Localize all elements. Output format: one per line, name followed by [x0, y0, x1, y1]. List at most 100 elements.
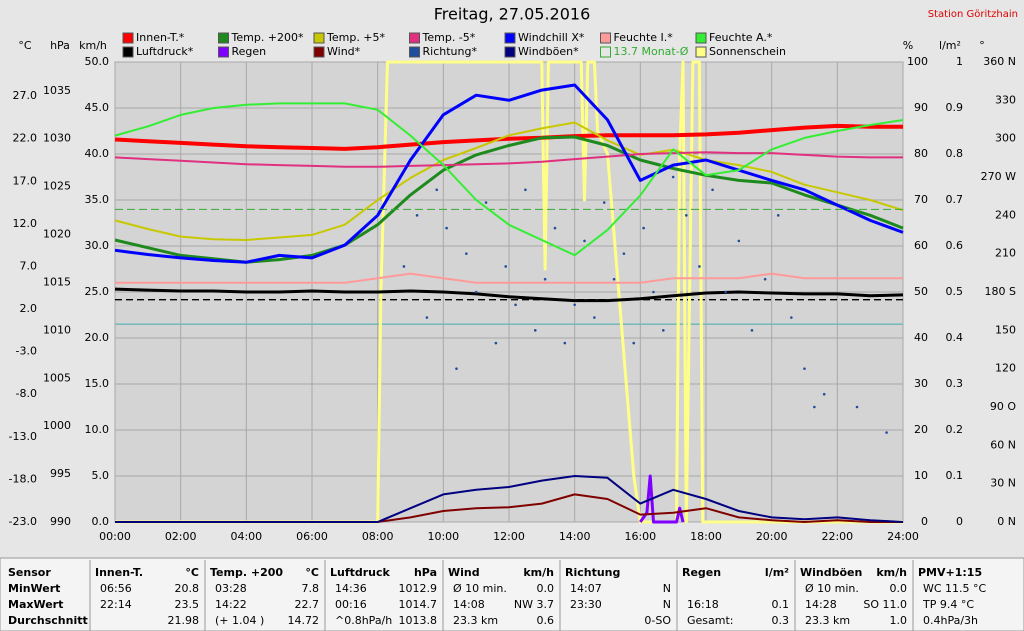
- y-tick-label: 12.0: [13, 217, 38, 230]
- y-tick-label: 7.0: [20, 259, 38, 272]
- direction-dot: [533, 329, 537, 332]
- cell-label: TP 9.4 °C: [922, 598, 974, 611]
- y-tick-label: 40: [914, 331, 928, 344]
- y-tick-label: 30 N: [990, 477, 1016, 490]
- direction-dot: [671, 175, 675, 179]
- y-tick-label: 15.0: [85, 377, 110, 390]
- y-tick-label: 35.0: [85, 193, 110, 206]
- legend-label: Luftdruck*: [136, 45, 194, 58]
- cell-label: 0.4hPa/3h: [923, 614, 978, 627]
- cell-label: Ø 10 min.: [805, 582, 859, 595]
- section-unit: °C: [305, 566, 319, 579]
- section-unit: km/h: [876, 566, 907, 579]
- cell-value: 0.1: [772, 598, 790, 611]
- cell-label: ^0.8hPa/h: [335, 614, 392, 627]
- y-tick-label: 20: [914, 423, 928, 436]
- y-tick-label: 50.0: [85, 55, 110, 68]
- direction-dot: [402, 265, 406, 268]
- cell-value: 1.0: [890, 614, 908, 627]
- y-tick-label: 210: [995, 247, 1016, 260]
- legend-label: Temp. -5*: [422, 31, 476, 44]
- y-tick-label: 270 W: [981, 170, 1016, 183]
- direction-dot: [563, 341, 567, 345]
- y-tick-label: 120: [995, 362, 1016, 375]
- direction-dot: [822, 392, 826, 396]
- x-tick-label: 08:00: [362, 530, 394, 543]
- table-area: [0, 557, 1024, 631]
- direction-dot: [465, 252, 468, 255]
- y-tick-label: 240: [995, 208, 1016, 221]
- direction-dot: [593, 316, 596, 319]
- axis-label: °C: [18, 39, 32, 52]
- legend-label: Temp. +200*: [231, 31, 305, 44]
- section-title: Temp. +200: [210, 566, 283, 579]
- direction-dot: [737, 239, 741, 243]
- direction-dot: [724, 290, 727, 294]
- cell-value: 20.8: [175, 582, 200, 595]
- y-tick-label: 0.9: [946, 101, 964, 114]
- y-tick-label: 0.5: [946, 285, 964, 298]
- series-line: [115, 272, 903, 284]
- legend-swatch: [218, 46, 229, 58]
- axis-label: °: [979, 39, 985, 52]
- cell-value: 21.98: [168, 614, 200, 627]
- y-tick-label: -3.0: [16, 345, 37, 358]
- y-tick-label: 25.0: [85, 285, 110, 298]
- x-tick-label: 16:00: [624, 530, 656, 543]
- cell-value: 1013.8: [399, 614, 438, 627]
- legend-swatch: [600, 32, 611, 44]
- y-tick-label: 300: [995, 132, 1016, 145]
- legend-swatch: [695, 32, 707, 44]
- y-tick-label: 0.8: [946, 147, 964, 160]
- y-tick-label: 0.4: [946, 331, 964, 344]
- y-tick-label: 360 N: [983, 55, 1016, 68]
- y-tick-label: 50: [914, 285, 928, 298]
- y-tick-label: 30: [914, 377, 928, 390]
- axis-label: l/m²: [939, 39, 961, 52]
- y-tick-label: 10: [914, 469, 928, 482]
- series-line: [639, 474, 685, 524]
- cell-value: N: [663, 582, 671, 595]
- cell-value: 0-SO: [644, 614, 671, 627]
- y-tick-label: 22.0: [13, 132, 38, 145]
- direction-dot: [622, 252, 626, 255]
- section-title: Windböen: [800, 566, 862, 579]
- section-title: Regen: [682, 566, 721, 579]
- x-tick-label: 18:00: [690, 530, 722, 543]
- legend-label: Sonnenschein: [709, 45, 786, 58]
- y-tick-label: 45.0: [85, 101, 110, 114]
- cell-value: N: [663, 598, 671, 611]
- direction-dot: [776, 214, 780, 217]
- legend-swatch: [122, 46, 134, 58]
- x-tick-label: 22:00: [821, 530, 853, 543]
- series-line: [115, 475, 904, 523]
- cell-value: 0.3: [772, 614, 790, 627]
- direction-dot: [698, 265, 701, 268]
- direction-dot: [504, 265, 508, 268]
- section-title: Wind: [448, 566, 480, 579]
- cell-label: 06:56: [100, 582, 132, 595]
- y-tick-label: 180 S: [985, 285, 1016, 298]
- legend-swatch: [600, 46, 611, 58]
- y-tick-label: 1015: [43, 275, 71, 288]
- direction-dot: [474, 290, 478, 294]
- direction-dot: [494, 341, 498, 345]
- legend-label: Feuchte A.*: [709, 31, 773, 44]
- y-tick-label: 1035: [43, 84, 71, 97]
- y-tick-label: 1010: [43, 323, 71, 336]
- section-title: Innen-T.: [95, 566, 143, 579]
- y-tick-label: 2.0: [20, 302, 38, 315]
- series-line: [114, 287, 904, 303]
- legend-label: Wind*: [327, 45, 361, 58]
- y-tick-label: -23.0: [9, 515, 37, 528]
- series-line: [114, 123, 903, 151]
- cell-value: 22.7: [295, 598, 320, 611]
- y-tick-label: 40.0: [85, 147, 110, 160]
- legend-swatch: [218, 32, 229, 44]
- cell-value: 23.5: [175, 598, 200, 611]
- legend-swatch: [409, 32, 420, 44]
- cell-value: SO 11.0: [863, 598, 907, 611]
- axis-label: km/h: [79, 39, 107, 52]
